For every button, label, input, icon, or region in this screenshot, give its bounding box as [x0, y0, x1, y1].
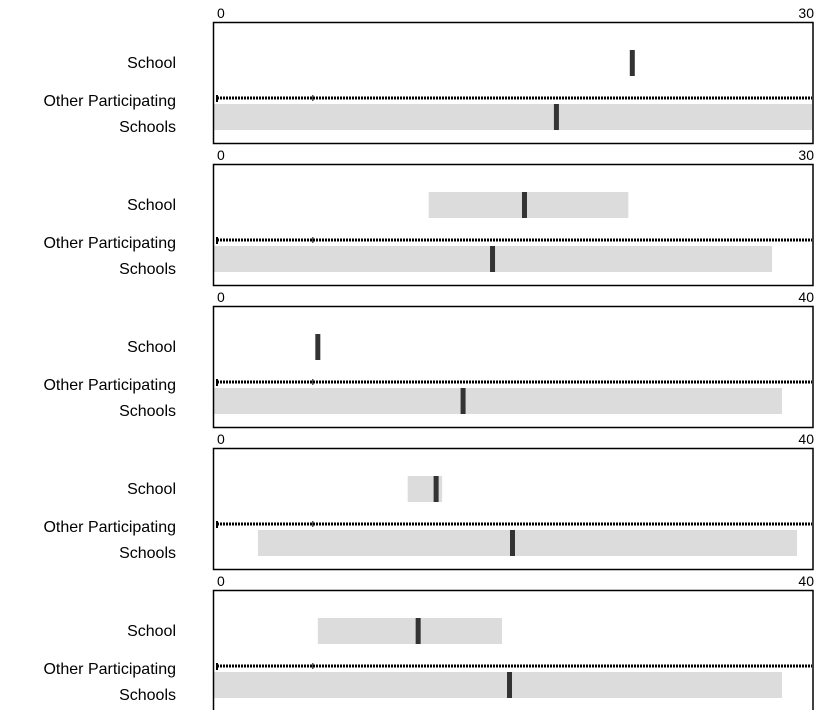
other-schools-median-marker [490, 246, 496, 272]
row-label-school: School [127, 197, 176, 214]
row-label-other-participating-schools: Other Participating Schools [43, 235, 176, 278]
row-label-other-participating-schools: Other Participating Schools [43, 93, 176, 136]
school-median-marker [315, 334, 321, 360]
row-label-school: School [127, 339, 176, 356]
row-label-school: School [127, 481, 176, 498]
school-median-marker [629, 50, 635, 76]
x-tick-label-max: 30 [798, 5, 814, 21]
x-tick-label-max: 30 [798, 147, 814, 163]
x-tick-label-max: 40 [798, 573, 814, 589]
row-label-school: School [127, 55, 176, 72]
panel-frame [212, 21, 814, 145]
x-tick-label-min: 0 [217, 5, 225, 21]
other-schools-range-bar [213, 104, 812, 130]
x-tick-label-min: 0 [217, 147, 225, 163]
x-tick-label-min: 0 [217, 573, 225, 589]
school-median-marker [521, 192, 527, 218]
row-label-other-participating-schools: Other Participating Schools [43, 377, 176, 420]
other-schools-median-marker [553, 104, 559, 130]
school-range-bar [317, 618, 503, 644]
school-median-marker [433, 476, 439, 502]
other-schools-median-marker [460, 388, 466, 414]
other-schools-range-bar [213, 672, 783, 698]
panel-frame [212, 163, 814, 287]
other-schools-median-marker [510, 530, 515, 556]
other-schools-range-bar [213, 388, 783, 414]
row-label-other-participating-schools: Other Participating Schools [43, 661, 176, 704]
row-label-other-participating-schools: Other Participating Schools [43, 519, 176, 562]
x-tick-label-min: 0 [217, 431, 225, 447]
panel-frame [212, 305, 814, 429]
x-tick-label-max: 40 [798, 431, 814, 447]
school-median-marker [415, 618, 421, 644]
row-label-school: School [127, 623, 176, 640]
x-tick-label-max: 40 [798, 289, 814, 305]
school-range-bar [428, 192, 629, 218]
other-schools-range-bar [257, 530, 798, 556]
panel-frame [212, 447, 814, 571]
panel-frame [212, 589, 814, 710]
x-tick-label-min: 0 [217, 289, 225, 305]
other-schools-median-marker [507, 672, 513, 698]
